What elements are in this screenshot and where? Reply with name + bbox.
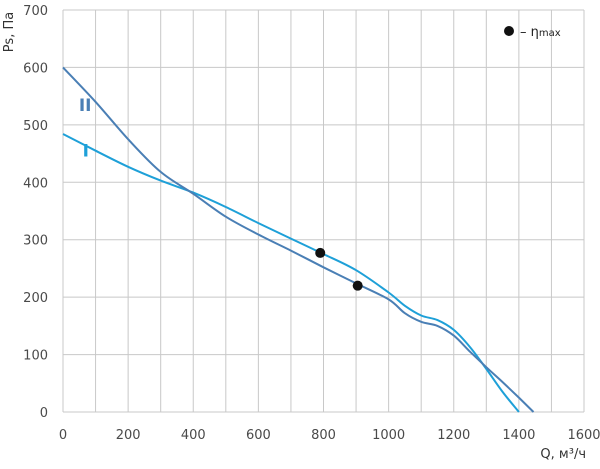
y-tick-label: 500 (23, 119, 48, 134)
x-tick-label: 1600 (567, 428, 600, 443)
y-tick-label: 600 (23, 61, 48, 76)
x-tick-label: 400 (181, 428, 206, 443)
legend-sub: max (539, 28, 561, 39)
series-line-2 (62, 66, 535, 413)
series-label-2: II (79, 96, 92, 116)
legend-marker (504, 26, 514, 36)
grid (62, 9, 585, 413)
series-label-1: I (83, 142, 89, 162)
legend: – ηmax (504, 25, 561, 40)
y-tick-label: 0 (40, 406, 48, 421)
y-tick-label: 700 (23, 4, 48, 19)
y-tick-label: 100 (23, 349, 48, 364)
y-tick-label: 300 (23, 234, 48, 249)
x-tick-label: 1200 (437, 428, 470, 443)
eta-max-point-2 (352, 280, 363, 291)
x-tick-label: 600 (246, 428, 271, 443)
legend-label: – ηmax (520, 25, 561, 40)
legend-text: – η (520, 25, 539, 40)
y-tick-label: 200 (23, 291, 48, 306)
x-tick-label: 1400 (502, 428, 535, 443)
series-layer: III (62, 66, 535, 413)
x-axis-title: Q, м³/ч (540, 447, 586, 462)
tick-layer: 0 100 200 300 400 500 600 700 0 200 400 600 800 1000 1… (23, 4, 600, 443)
series-line-1 (62, 133, 520, 413)
x-tick-label: 1000 (372, 428, 405, 443)
eta-max-point-1 (315, 247, 326, 258)
x-tick-label: 800 (311, 428, 336, 443)
x-tick-label: 200 (116, 428, 141, 443)
y-tick-label: 400 (23, 176, 48, 191)
x-tick-label: 0 (59, 428, 67, 443)
y-axis-title: Ps, Па (2, 12, 17, 52)
